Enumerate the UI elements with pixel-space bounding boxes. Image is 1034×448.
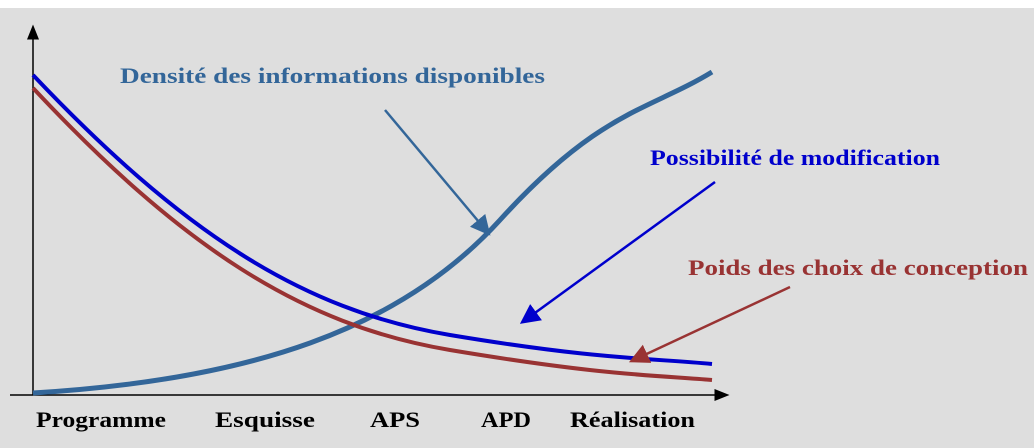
background (0, 8, 1034, 448)
phase-label: APS (370, 407, 420, 432)
curve-label: Possibilité de modification (650, 145, 940, 170)
phase-label: APD (481, 407, 531, 432)
curve-label: Poids des choix de conception (688, 255, 1028, 280)
density-curve (32, 69, 714, 396)
phase-label: Esquisse (215, 407, 315, 432)
density-arrow (384, 109, 491, 236)
curve-label: Densité des informations disponibles (120, 63, 546, 88)
phase-label: Programme (36, 407, 166, 432)
modification-arrow (519, 180, 716, 324)
weight-arrow (628, 285, 791, 363)
weight-curve (31, 86, 713, 382)
phase-label: Réalisation (570, 407, 695, 432)
